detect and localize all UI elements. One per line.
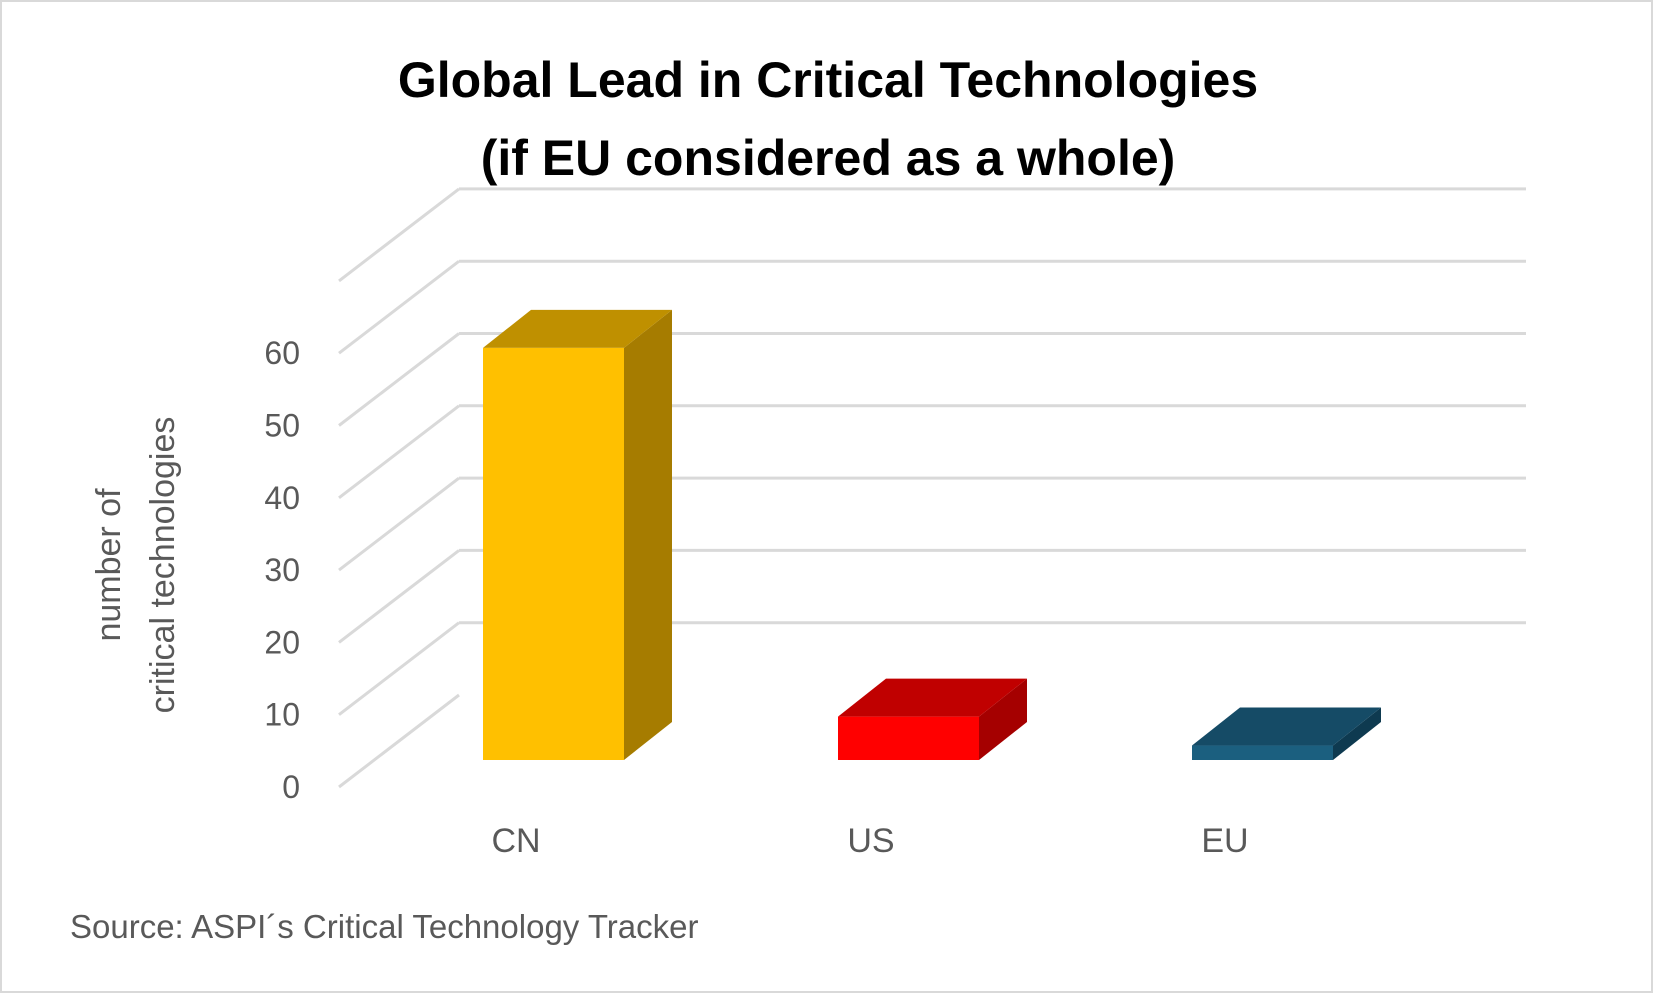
chart-title-line-2: (if EU considered as a whole) (481, 130, 1176, 186)
bar-cn-side (624, 309, 672, 760)
gridline-diagonal (338, 693, 460, 789)
x-category-label: US (847, 822, 894, 860)
x-category-label: EU (1201, 822, 1248, 860)
gridline-diagonal (338, 621, 460, 716)
y-axis-ticks: 0 10 20 30 40 50 60 (264, 335, 300, 805)
x-category-label: CN (491, 822, 540, 860)
chart-title-line-1: Global Lead in Critical Technologies (398, 52, 1258, 108)
y-tick-label: 40 (264, 480, 300, 516)
gridline-diagonal (338, 476, 460, 572)
y-tick-label: 20 (264, 624, 300, 660)
bar-cn (483, 309, 672, 760)
bar-us-top (838, 678, 1027, 717)
source-note: Source: ASPI´s Critical Technology Track… (70, 908, 698, 945)
gridline-diagonal (338, 549, 460, 644)
gridline-diagonal (338, 332, 460, 427)
y-tick-label: 10 (264, 697, 300, 733)
y-axis-label-line-1: number of (90, 488, 128, 642)
bar-us (838, 678, 1027, 760)
gridline-diagonal (338, 187, 460, 283)
gridline-diagonal (338, 404, 460, 499)
bar-cn-front (483, 347, 624, 760)
bar-cn-top (483, 309, 672, 348)
x-axis-categories: CN US EU (491, 822, 1248, 860)
y-tick-label: 30 (264, 552, 300, 588)
bar-us-side (979, 678, 1027, 760)
y-tick-label: 0 (282, 769, 300, 805)
gridline-diagonal (338, 260, 460, 355)
y-axis-label-line-2: critical technologies (144, 417, 182, 714)
bars (483, 309, 1381, 760)
bar-eu-front (1192, 745, 1333, 760)
y-tick-label: 50 (264, 408, 300, 444)
bar-eu (1192, 707, 1381, 760)
y-tick-label: 60 (264, 335, 300, 371)
bar-eu-side (1333, 707, 1381, 760)
bar-eu-top (1192, 707, 1381, 746)
bar-us-front (838, 716, 979, 760)
